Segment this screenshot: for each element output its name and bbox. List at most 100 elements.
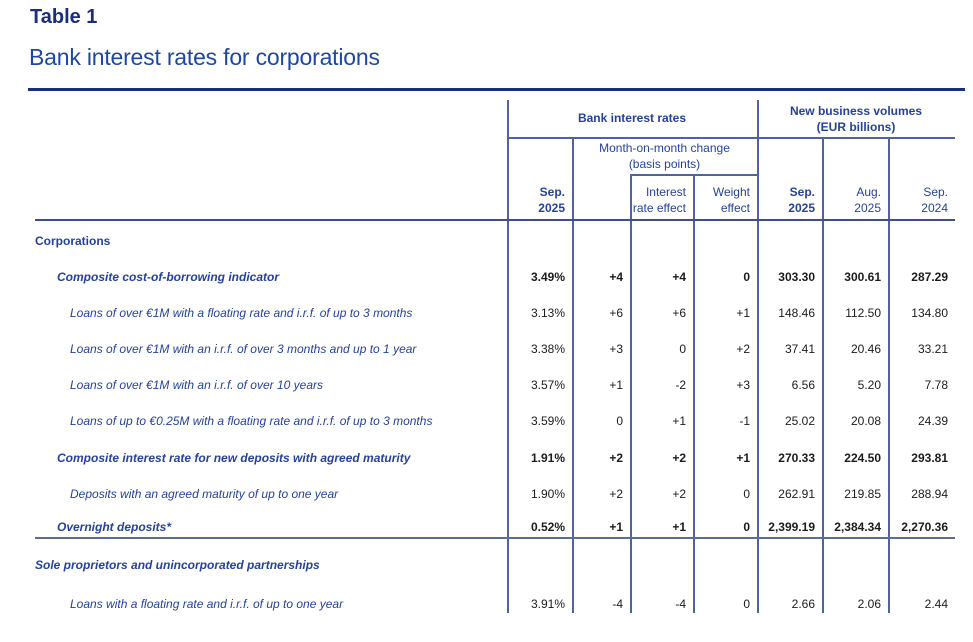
value-cell: 0: [743, 270, 750, 284]
value-cell: 20.46: [850, 342, 881, 356]
value-cell: 3.49%: [530, 270, 565, 284]
value-cell: +3: [609, 342, 623, 356]
section-divider: [35, 537, 955, 539]
value-cell: [888, 230, 955, 252]
value-cell: 3.59%: [530, 414, 565, 428]
grid-line-vertical: [630, 175, 632, 613]
column-header-volume-sep-2024: Sep. 2024: [921, 185, 948, 215]
row-label: Overnight deposits*: [57, 520, 172, 534]
value-cell: [630, 230, 693, 252]
value-cell: [572, 554, 630, 576]
value-cell: 6.56: [791, 378, 815, 392]
value-cell: 2,270.36: [901, 520, 948, 534]
grid-line-vertical: [572, 138, 574, 613]
value-cell: 1.91%: [530, 451, 565, 465]
value-cell: 3.13%: [530, 306, 565, 320]
row-label: Loans with a floating rate and i.r.f. of…: [70, 597, 344, 611]
table-row-corporations: Corporations: [35, 230, 955, 252]
table-number: Table 1: [30, 6, 98, 28]
value-cell: 134.80: [911, 306, 948, 320]
row-label: Loans of over €1M with an i.r.f. of over…: [70, 378, 324, 392]
column-group-new-business-volumes: New business volumes (EUR billions): [757, 100, 955, 137]
value-cell: +1: [736, 451, 750, 465]
value-cell: +2: [672, 451, 686, 465]
value-cell: +1: [672, 414, 686, 428]
grid-line-vertical: [757, 100, 759, 613]
rates-table: Bank interest rates New business volumes…: [35, 100, 955, 613]
value-cell: [572, 230, 630, 252]
row-label: Loans of up to €0.25M with a floating ra…: [70, 414, 433, 428]
table-row-cost-of-borrowing: Composite cost-of-borrowing indicator 3.…: [35, 266, 955, 288]
value-cell: +1: [736, 306, 750, 320]
column-header-interest-rate-effect: Interest rate effect: [632, 185, 686, 215]
table-row-overnight-deposits: Overnight deposits* 0.52% +1 +1 0 2,399.…: [35, 516, 955, 538]
value-cell: +3: [736, 378, 750, 392]
table-row-loans-1m-irf-3m-1y: Loans of over €1M with an i.r.f. of over…: [35, 338, 955, 360]
value-cell: [822, 554, 888, 576]
value-cell: [888, 554, 955, 576]
column-header-volume-sep-2025: Sep. 2025: [788, 185, 815, 215]
value-cell: +6: [672, 306, 686, 320]
value-cell: +1: [609, 378, 623, 392]
value-cell: 0: [743, 520, 750, 534]
table-row-composite-deposit-rate: Composite interest rate for new deposits…: [35, 447, 955, 469]
table-row-loans-1m-floating-3m: Loans of over €1M with a floating rate a…: [35, 302, 955, 324]
table-row-sole-proprietors: Sole proprietors and unincorporated part…: [35, 554, 955, 576]
column-header-volume-aug-2025: Aug. 2025: [854, 185, 881, 215]
value-cell: 2.66: [791, 597, 815, 611]
value-cell: 219.85: [844, 487, 881, 501]
value-cell: 270.33: [778, 451, 815, 465]
row-label: Loans of over €1M with a floating rate a…: [70, 306, 413, 320]
value-cell: +2: [609, 451, 623, 465]
value-cell: 2,384.34: [834, 520, 881, 534]
title-divider: [28, 88, 965, 91]
value-cell: 7.78: [924, 378, 948, 392]
value-cell: +1: [609, 520, 623, 534]
row-label: Sole proprietors and unincorporated part…: [35, 558, 320, 572]
value-cell: 2,399.19: [768, 520, 815, 534]
value-cell: [507, 230, 572, 252]
value-cell: 0: [743, 487, 750, 501]
column-group-bank-interest-rates: Bank interest rates: [577, 111, 687, 125]
value-cell: 293.81: [911, 451, 948, 465]
column-group-mom-change: Month-on-month change (basis points): [572, 139, 757, 173]
page-title: Bank interest rates for corporations: [29, 44, 380, 70]
value-cell: 20.08: [850, 414, 881, 428]
value-cell: 262.91: [778, 487, 815, 501]
value-cell: +1: [672, 520, 686, 534]
value-cell: 24.39: [917, 414, 948, 428]
value-cell: [507, 554, 572, 576]
value-cell: [822, 230, 888, 252]
grid-line-vertical: [822, 138, 824, 613]
value-cell: 33.21: [917, 342, 948, 356]
value-cell: 0: [679, 342, 686, 356]
value-cell: 224.50: [844, 451, 881, 465]
row-label: Deposits with an agreed maturity of up t…: [70, 487, 339, 501]
value-cell: [757, 230, 822, 252]
value-cell: -4: [675, 597, 686, 611]
grid-line-vertical: [888, 138, 890, 613]
row-label: Loans of over €1M with an i.r.f. of over…: [70, 342, 417, 356]
value-cell: 2.06: [857, 597, 881, 611]
row-label: Composite interest rate for new deposits…: [57, 451, 411, 465]
value-cell: 3.38%: [530, 342, 565, 356]
value-cell: 0: [616, 414, 623, 428]
value-cell: 3.91%: [530, 597, 565, 611]
grid-line-vertical: [507, 100, 509, 613]
value-cell: 25.02: [784, 414, 815, 428]
value-cell: +2: [672, 487, 686, 501]
value-cell: 303.30: [778, 270, 815, 284]
value-cell: [630, 554, 693, 576]
value-cell: +2: [609, 487, 623, 501]
column-header-weight-effect: Weight effect: [712, 185, 750, 215]
grid-line-horizontal: [507, 137, 955, 139]
value-cell: 288.94: [911, 487, 948, 501]
value-cell: 300.61: [844, 270, 881, 284]
value-cell: 1.90%: [530, 487, 565, 501]
grid-line-vertical: [693, 175, 695, 613]
column-header-rate-sep-2025: Sep. 2025: [538, 185, 565, 215]
group-label-line: (basis points): [628, 157, 701, 171]
value-cell: 3.57%: [530, 378, 565, 392]
value-cell: 0.52%: [530, 520, 565, 534]
value-cell: +4: [609, 270, 623, 284]
